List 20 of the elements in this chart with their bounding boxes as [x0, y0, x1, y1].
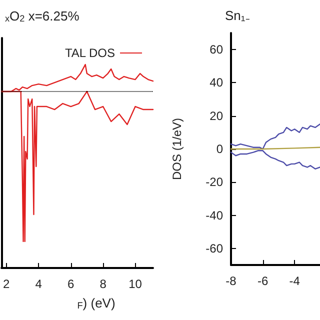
y-tick-label: -40 [206, 208, 224, 222]
x-tick-label: 6 [67, 277, 74, 291]
x-tick-label: -8 [226, 274, 237, 288]
x-tick-label: 10 [128, 277, 142, 291]
y-tick-label: -60 [206, 241, 224, 256]
y-tick-label: 20 [210, 108, 224, 123]
y-tick-label: 60 [210, 42, 224, 57]
x-tick-label: 8 [100, 277, 107, 291]
x-axis-title: F) (eV) [77, 296, 116, 311]
x-tick-label: 4 [35, 277, 42, 291]
y-tick-label: 40 [210, 76, 224, 90]
chart-title: Sn₁₋ [225, 8, 250, 23]
y-axis-title: DOS (1/eV) [170, 118, 184, 180]
x-tick-label: 2 [2, 277, 10, 291]
chart-title: xO2 x=6.25% [5, 8, 80, 24]
x-tick-label: -4 [289, 274, 300, 288]
x-tick-label: -6 [257, 274, 268, 288]
y-tick-label: -20 [206, 175, 224, 190]
y-tick-label: 0 [216, 142, 224, 156]
legend-label: TAL DOS [64, 46, 115, 60]
